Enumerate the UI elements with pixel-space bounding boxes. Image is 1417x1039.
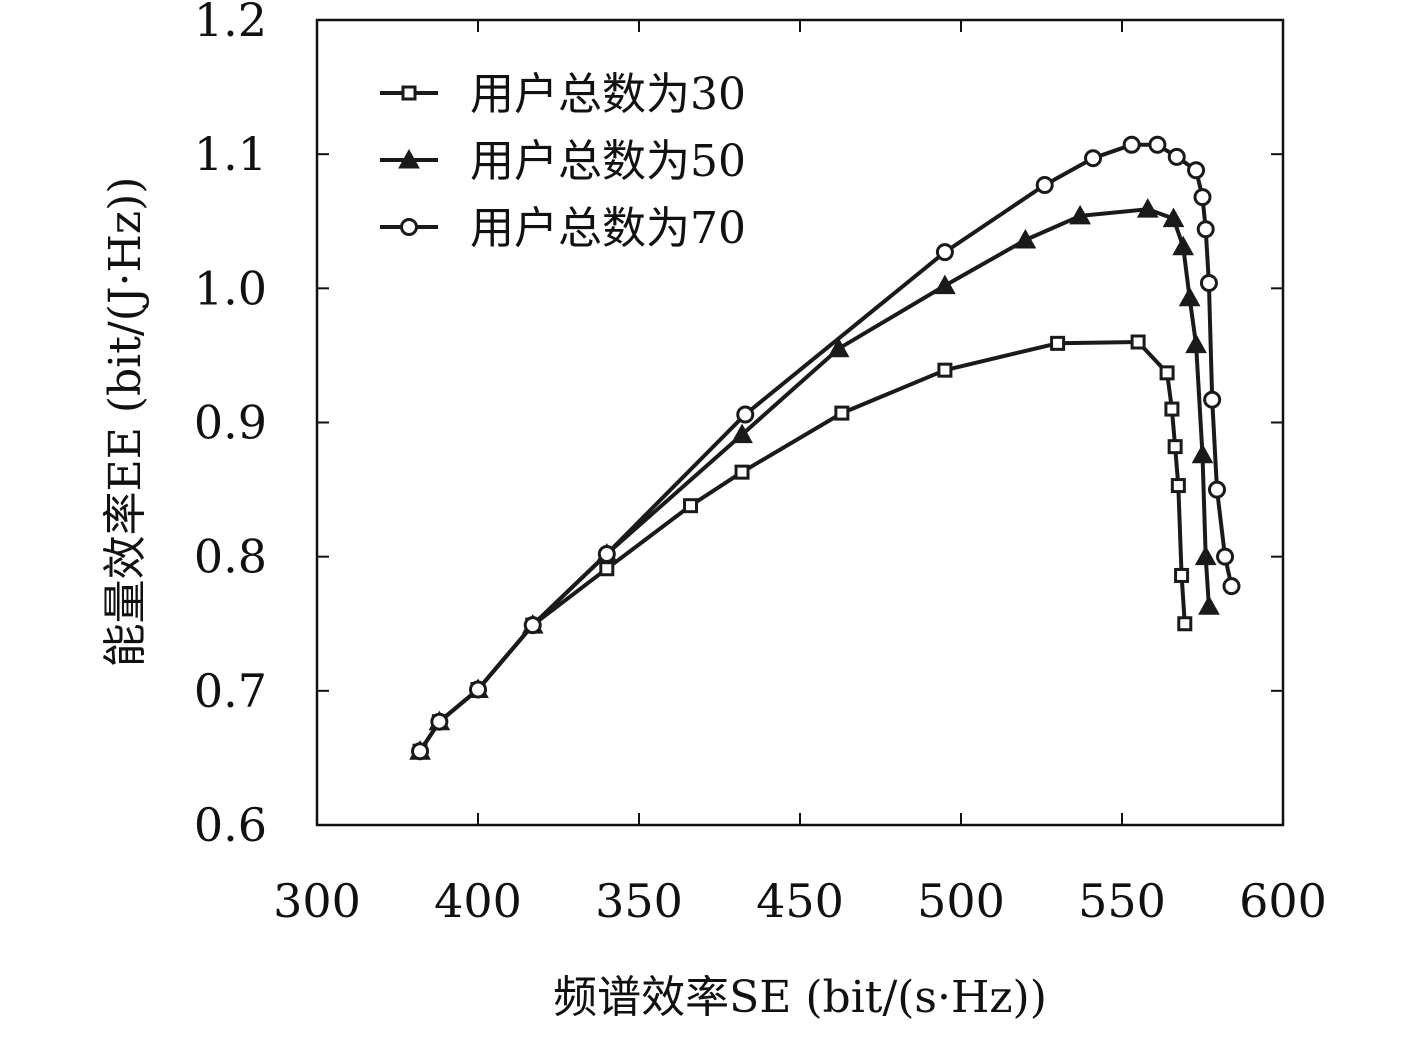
data-point: [1199, 273, 1218, 292]
data-point: [1122, 135, 1141, 154]
x-tick-labels: 300 400 350 450 500 550 600: [273, 874, 1327, 928]
x-axis-title: 频谱效率SE (bit/(s·Hz)): [553, 972, 1047, 1023]
legend-label: 用户总数为70: [470, 203, 746, 254]
series-layer: [409, 135, 1241, 761]
data-point: [683, 498, 699, 514]
data-point: [1130, 334, 1146, 350]
data-point: [934, 274, 956, 295]
data-point: [401, 85, 417, 101]
series-line: [418, 340, 1187, 753]
data-point: [1203, 390, 1222, 409]
data-point: [1050, 335, 1066, 351]
data-point: [1084, 149, 1103, 168]
x-tick-label: 350: [595, 874, 683, 928]
tick-marks: [316, 19, 1284, 826]
y-tick-label: 0.8: [194, 530, 267, 584]
data-point: [1198, 595, 1220, 615]
data-point: [1014, 229, 1037, 249]
y-tick-label: 1.1: [194, 127, 267, 181]
data-point: [597, 544, 616, 563]
y-tick-labels: 0.6 0.7 0.8 0.9 1.0 1.1 1.2: [194, 0, 267, 852]
x-tick-label: 600: [1239, 874, 1327, 928]
data-point: [430, 712, 449, 731]
series-2: [409, 198, 1220, 760]
data-point: [734, 464, 750, 480]
data-point: [469, 680, 487, 699]
data-point: [1159, 365, 1175, 381]
data-point: [736, 405, 755, 424]
series-line: [418, 142, 1234, 753]
data-point: [1207, 480, 1226, 499]
data-point: [1196, 220, 1215, 239]
data-point: [935, 243, 954, 262]
x-tick-label: 450: [756, 874, 844, 928]
x-tick-label: 550: [1078, 874, 1166, 928]
data-point: [398, 148, 420, 169]
x-tick-label: 300: [273, 874, 361, 928]
series-line: [418, 207, 1211, 753]
y-tick-label: 1.2: [194, 0, 267, 47]
data-point: [1216, 547, 1235, 566]
data-point: [523, 616, 542, 635]
legend-entry: 用户总数为50: [380, 136, 746, 187]
data-point: [1222, 577, 1241, 596]
data-point: [1174, 567, 1190, 583]
x-tick-label: 500: [917, 874, 1005, 928]
data-point: [1193, 188, 1212, 207]
legend-entry: 用户总数为70: [380, 203, 746, 254]
y-tick-label: 1.0: [194, 261, 267, 315]
data-point: [827, 337, 850, 358]
y-tick-label: 0.6: [194, 798, 267, 852]
legend-entry: 用户总数为30: [380, 69, 746, 120]
data-point: [1177, 616, 1193, 632]
legend-label: 用户总数为30: [470, 69, 746, 120]
series-1: [412, 334, 1193, 759]
data-point: [1194, 545, 1217, 566]
x-tick-label: 400: [434, 874, 522, 928]
data-point: [731, 423, 753, 444]
data-point: [1187, 161, 1206, 180]
data-point: [1136, 198, 1159, 218]
data-point: [1185, 333, 1207, 354]
legend-label: 用户总数为50: [470, 136, 746, 187]
y-tick-label: 0.9: [194, 396, 267, 450]
series-3: [411, 135, 1241, 761]
data-point: [1170, 478, 1186, 494]
data-point: [400, 218, 418, 236]
y-tick-label: 0.7: [194, 664, 267, 718]
data-point: [411, 742, 430, 761]
data-point: [834, 405, 850, 421]
legend: 用户总数为30 用户总数为50 用户总数为70: [380, 69, 746, 254]
data-point: [1167, 439, 1183, 455]
data-point: [1148, 135, 1167, 154]
y-axis-title: 能量效率EE (bit/(J·Hz)): [100, 177, 151, 668]
data-point: [1069, 204, 1091, 225]
data-point: [1191, 443, 1214, 464]
data-point: [1167, 147, 1186, 166]
data-point: [1035, 176, 1054, 195]
data-point: [937, 362, 953, 378]
data-point: [599, 561, 615, 577]
data-point: [1178, 286, 1201, 307]
data-point: [1162, 207, 1185, 228]
data-point: [1164, 401, 1180, 417]
data-point: [1172, 235, 1195, 256]
